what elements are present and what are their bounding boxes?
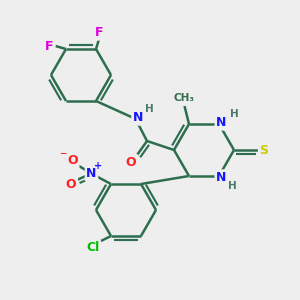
Text: N: N [133, 111, 143, 124]
Text: N: N [216, 171, 226, 184]
Text: S: S [260, 143, 268, 157]
Text: CH₃: CH₃ [174, 93, 195, 103]
Text: F: F [95, 26, 103, 39]
Text: F: F [45, 40, 54, 52]
Text: N: N [86, 167, 97, 180]
Text: O: O [67, 154, 78, 167]
Text: H: H [228, 182, 237, 191]
Text: +: + [94, 161, 102, 171]
Text: H: H [230, 109, 238, 118]
Text: O: O [66, 178, 76, 191]
Text: Cl: Cl [86, 242, 100, 254]
Text: ⁻: ⁻ [59, 148, 66, 163]
Text: N: N [216, 116, 226, 129]
Text: O: O [126, 155, 136, 169]
Text: H: H [145, 103, 154, 114]
